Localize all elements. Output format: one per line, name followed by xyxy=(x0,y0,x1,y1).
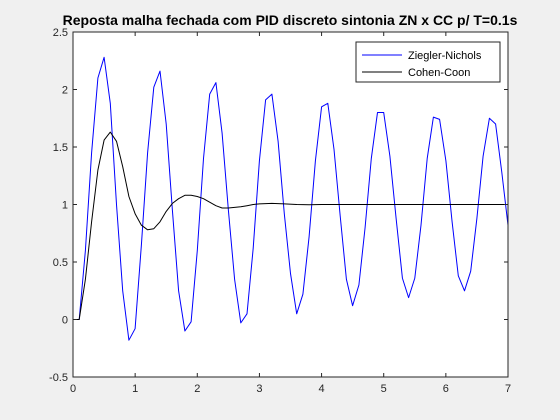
chart-title: Reposta malha fechada com PID discreto s… xyxy=(63,12,518,28)
x-tick-label: 5 xyxy=(381,383,387,395)
x-tick-label: 1 xyxy=(132,383,138,395)
legend-label-ziegler-nichols: Ziegler-Nichols xyxy=(408,50,482,62)
x-tick-label: 2 xyxy=(194,383,200,395)
series-layer xyxy=(73,56,509,341)
y-tick-label: -0.5 xyxy=(49,372,68,384)
series-line-ziegler-nichols xyxy=(73,56,509,341)
y-tick-label: 1 xyxy=(62,200,68,212)
x-tick-label: 6 xyxy=(443,383,449,395)
y-tick-label: 0.5 xyxy=(53,257,68,269)
y-tick-label: 2.5 xyxy=(53,27,68,39)
legend: Ziegler-Nichols Cohen-Coon xyxy=(355,41,501,83)
x-tick-label: 4 xyxy=(319,383,325,395)
series-line-cohen-coon xyxy=(73,131,508,320)
x-tick-label: 3 xyxy=(256,383,262,395)
y-tick-label: 0 xyxy=(62,315,68,327)
y-tick-label: 1.5 xyxy=(53,142,68,154)
x-tick-label: 7 xyxy=(505,383,511,395)
legend-box xyxy=(355,41,501,83)
legend-label-cohen-coon: Cohen-Coon xyxy=(408,67,470,79)
tick-layer: 0 1 2 3 4 5 6 7-0.500.511.522.5 xyxy=(49,27,511,395)
y-tick-label: 2 xyxy=(62,85,68,97)
x-tick-label: 0 xyxy=(70,383,76,395)
